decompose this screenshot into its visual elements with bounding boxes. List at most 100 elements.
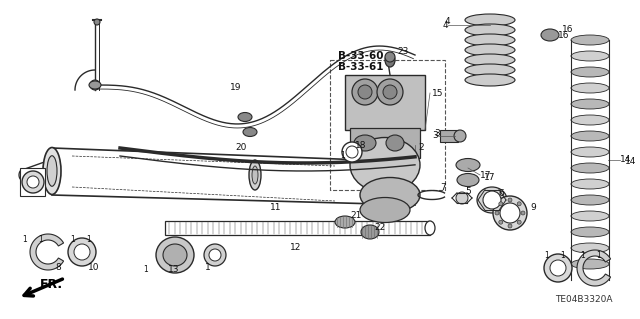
Circle shape xyxy=(517,220,521,224)
Ellipse shape xyxy=(457,174,479,187)
Circle shape xyxy=(377,79,403,105)
Ellipse shape xyxy=(465,54,515,66)
Circle shape xyxy=(74,244,90,260)
Ellipse shape xyxy=(386,135,404,151)
Circle shape xyxy=(456,192,468,204)
Ellipse shape xyxy=(571,147,609,157)
Ellipse shape xyxy=(243,128,257,137)
Bar xyxy=(330,60,445,190)
Bar xyxy=(345,75,425,130)
Circle shape xyxy=(204,244,226,266)
Ellipse shape xyxy=(360,177,420,212)
Circle shape xyxy=(90,80,100,90)
Text: 3: 3 xyxy=(432,131,438,140)
Text: 20: 20 xyxy=(235,144,246,152)
Text: 5: 5 xyxy=(465,188,471,197)
Text: 1: 1 xyxy=(22,235,27,244)
Ellipse shape xyxy=(354,135,376,151)
Text: 17: 17 xyxy=(480,170,492,180)
Text: 10: 10 xyxy=(88,263,99,271)
Bar xyxy=(440,130,458,142)
Text: 1: 1 xyxy=(38,235,43,244)
Text: 16: 16 xyxy=(562,26,573,34)
Ellipse shape xyxy=(571,195,609,205)
Bar xyxy=(20,168,45,196)
Ellipse shape xyxy=(456,159,480,172)
Ellipse shape xyxy=(541,29,559,41)
Ellipse shape xyxy=(361,225,379,239)
Ellipse shape xyxy=(571,179,609,189)
Text: 4: 4 xyxy=(445,18,451,26)
Ellipse shape xyxy=(571,163,609,173)
Ellipse shape xyxy=(571,51,609,61)
Circle shape xyxy=(521,211,525,215)
Circle shape xyxy=(22,171,44,193)
Text: TE04B3320A: TE04B3320A xyxy=(555,295,612,305)
Circle shape xyxy=(346,146,358,158)
Ellipse shape xyxy=(335,216,355,228)
Ellipse shape xyxy=(252,166,258,184)
Text: 14: 14 xyxy=(620,155,632,165)
Polygon shape xyxy=(30,234,63,270)
Ellipse shape xyxy=(156,237,194,273)
Text: 1: 1 xyxy=(580,250,585,259)
Text: 1: 1 xyxy=(205,263,211,272)
Ellipse shape xyxy=(465,34,515,46)
Ellipse shape xyxy=(385,53,395,67)
Circle shape xyxy=(493,196,527,230)
Text: 6: 6 xyxy=(498,189,504,197)
Ellipse shape xyxy=(465,44,515,56)
Circle shape xyxy=(358,85,372,99)
Text: 3: 3 xyxy=(434,129,440,137)
Ellipse shape xyxy=(465,64,515,76)
Text: 2: 2 xyxy=(418,144,424,152)
Circle shape xyxy=(495,211,499,215)
Ellipse shape xyxy=(465,74,515,86)
Text: 13: 13 xyxy=(168,265,179,275)
Circle shape xyxy=(517,202,521,206)
Text: 22: 22 xyxy=(374,224,385,233)
Bar xyxy=(432,8,627,288)
Circle shape xyxy=(383,85,397,99)
Ellipse shape xyxy=(571,83,609,93)
Text: 16: 16 xyxy=(558,31,570,40)
Circle shape xyxy=(499,202,503,206)
Circle shape xyxy=(500,203,520,223)
Ellipse shape xyxy=(465,14,515,26)
Circle shape xyxy=(27,176,39,188)
Ellipse shape xyxy=(43,147,61,195)
Text: 18: 18 xyxy=(355,140,367,150)
Bar xyxy=(350,128,420,158)
Text: 8: 8 xyxy=(55,263,61,271)
Bar xyxy=(165,221,430,235)
Text: 1: 1 xyxy=(596,250,601,259)
Ellipse shape xyxy=(571,227,609,237)
Text: 4: 4 xyxy=(442,20,448,29)
Circle shape xyxy=(550,260,566,276)
Ellipse shape xyxy=(249,160,261,190)
Ellipse shape xyxy=(571,35,609,45)
Text: 14: 14 xyxy=(625,158,636,167)
Circle shape xyxy=(508,224,512,228)
Text: 17: 17 xyxy=(484,174,495,182)
Text: 15: 15 xyxy=(432,88,444,98)
Ellipse shape xyxy=(465,24,515,36)
Text: 7: 7 xyxy=(440,183,445,192)
Ellipse shape xyxy=(571,115,609,125)
Ellipse shape xyxy=(454,130,466,142)
Ellipse shape xyxy=(571,211,609,221)
Circle shape xyxy=(209,249,221,261)
Ellipse shape xyxy=(163,244,187,266)
Text: 11: 11 xyxy=(270,204,282,212)
Ellipse shape xyxy=(571,259,609,269)
Ellipse shape xyxy=(571,67,609,77)
Circle shape xyxy=(483,191,501,209)
Ellipse shape xyxy=(89,81,101,89)
Circle shape xyxy=(94,19,100,25)
Text: 19: 19 xyxy=(230,84,241,93)
Circle shape xyxy=(508,198,512,202)
Text: 1: 1 xyxy=(70,235,75,244)
Ellipse shape xyxy=(425,221,435,235)
Ellipse shape xyxy=(360,197,410,222)
Text: 1: 1 xyxy=(544,250,548,259)
